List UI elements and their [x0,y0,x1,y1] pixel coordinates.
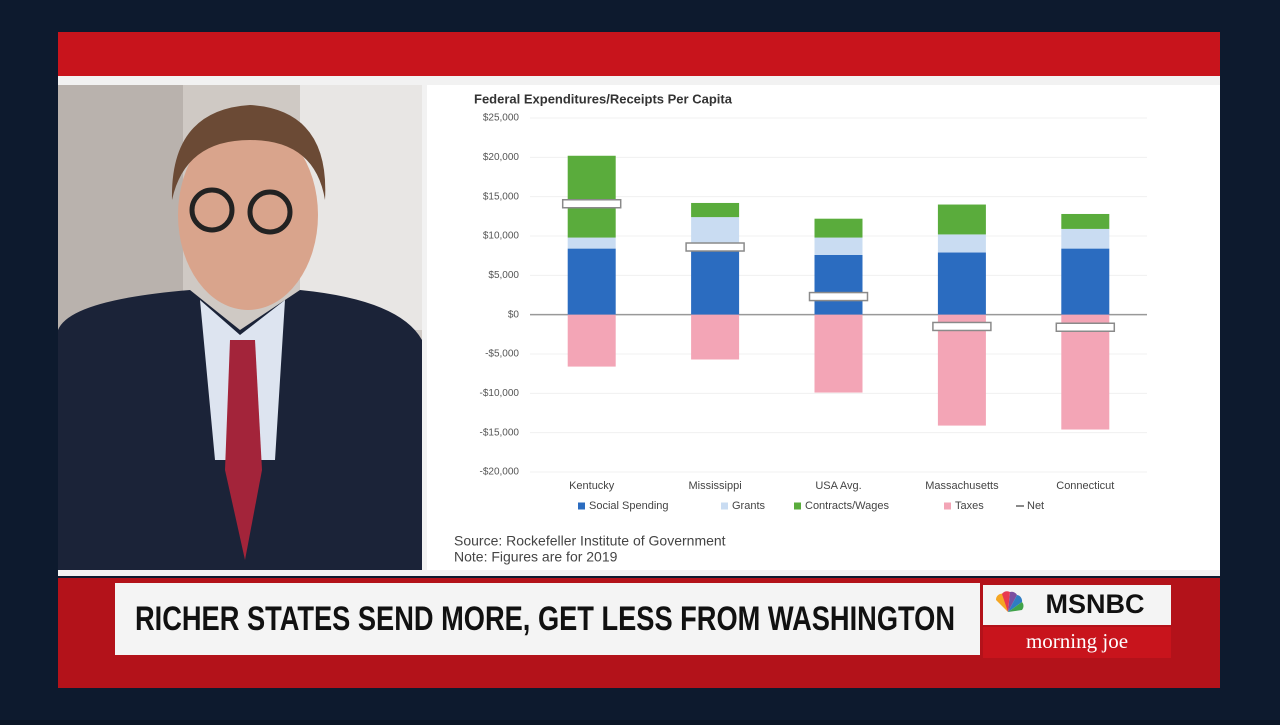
y-tick-label: -$5,000 [485,349,519,360]
y-tick-label: $25,000 [483,113,520,124]
legend-swatch [944,502,951,510]
bar-segment [1061,248,1110,315]
y-tick-label: $20,000 [483,152,520,163]
bar-segment [567,248,616,315]
y-tick-label: -$20,000 [480,467,520,478]
source-note: Note: Figures are for 2019 [454,549,618,565]
bar-segment [691,202,740,218]
bar-segment [937,314,986,426]
legend-swatch [794,502,801,510]
x-tick-label: Kentucky [569,480,615,492]
bar-segment [691,243,740,315]
y-tick-label: -$15,000 [480,427,520,438]
bar-segment [937,204,986,235]
bar-segment [814,237,863,255]
y-tick-label: $10,000 [483,231,520,242]
headline: RICHER STATES SEND MORE, GET LESS FROM W… [135,600,955,638]
bar-segment [937,252,986,315]
net-marker [1055,322,1116,333]
net-marker [932,321,992,332]
bar-segment [1061,228,1110,249]
show-name: morning joe [1026,629,1128,653]
bar-segment [691,314,740,360]
bar-segment [1061,213,1110,229]
glasses [189,187,235,233]
bar-segment [567,155,616,238]
legend-label: Contracts/Wages [805,500,889,512]
bar-segment [567,237,616,249]
x-tick-label: Mississippi [689,480,742,492]
net-marker [561,198,622,209]
headline-box [115,583,980,655]
legend-label: Taxes [955,500,984,512]
net-marker [685,242,745,252]
peacock [995,591,1024,612]
hair [171,105,326,200]
bar-segment [814,254,863,315]
bar-segment [937,234,986,253]
chart-title: Federal Expenditures/Receipts Per Capita [474,91,733,106]
bar-segment [691,217,740,244]
bar-segment [814,314,863,393]
glasses [247,189,293,235]
y-tick-label: $15,000 [483,191,520,202]
bar-segment [814,218,863,238]
legend-swatch [578,502,585,510]
chart: Federal Expenditures/Receipts Per Capita… [454,91,1147,565]
legend-swatch [721,502,728,510]
legend-label: Social Spending [589,500,669,512]
tie [225,340,262,560]
top-band [58,32,1220,76]
bar-segment [1061,314,1110,430]
legend-label: Grants [732,500,766,512]
legend-label: Net [1027,500,1044,512]
x-tick-label: Massachusetts [925,480,999,492]
x-tick-label: Connecticut [1056,480,1114,492]
bar-segment [567,314,616,367]
source-note: Source: Rockefeller Institute of Governm… [454,533,726,549]
studio-wall [300,85,422,330]
y-tick-label: -$10,000 [480,388,520,399]
x-tick-label: USA Avg. [815,480,861,492]
y-tick-label: $5,000 [488,270,519,281]
net-marker [808,291,869,302]
network-name: MSNBC [1046,589,1145,619]
show-box [983,627,1171,658]
y-tick-label: $0 [508,309,520,320]
